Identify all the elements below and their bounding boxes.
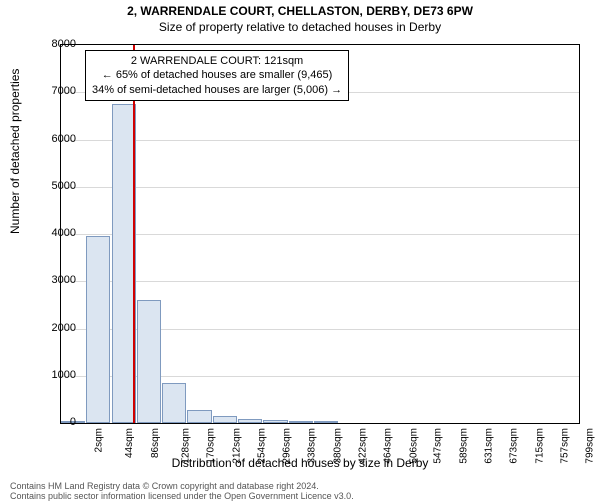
x-tick-label: 757sqm — [559, 428, 570, 464]
histogram-chart — [60, 44, 580, 424]
histogram-bar — [162, 383, 186, 423]
y-tick-label: 2000 — [44, 322, 76, 334]
x-tick-label: 128sqm — [181, 428, 192, 464]
gridline — [61, 187, 579, 188]
info-line-3: 34% of semi-detached houses are larger (… — [92, 83, 342, 97]
footer-line-2: Contains public sector information licen… — [10, 492, 354, 502]
x-tick-label: 212sqm — [231, 428, 242, 464]
x-tick-label: 422sqm — [358, 428, 369, 464]
x-tick-label: 170sqm — [206, 428, 217, 464]
y-tick-label: 8000 — [44, 38, 76, 50]
x-tick-label: 338sqm — [307, 428, 318, 464]
histogram-bar — [314, 421, 338, 423]
marker-line — [133, 45, 135, 423]
y-tick-label: 7000 — [44, 85, 76, 97]
footer-credits: Contains HM Land Registry data © Crown c… — [10, 482, 354, 502]
gridline — [61, 140, 579, 141]
y-axis-label: Number of detached properties — [8, 69, 22, 234]
y-tick-label: 6000 — [44, 133, 76, 145]
info-line-2: ← 65% of detached houses are smaller (9,… — [92, 68, 342, 82]
gridline — [61, 234, 579, 235]
y-tick-label: 4000 — [44, 227, 76, 239]
y-tick-label: 0 — [44, 416, 76, 428]
histogram-bar — [213, 416, 237, 423]
x-tick-label: 547sqm — [433, 428, 444, 464]
page-subtitle: Size of property relative to detached ho… — [0, 20, 600, 34]
histogram-bar — [187, 410, 211, 423]
x-tick-label: 86sqm — [150, 428, 161, 458]
x-tick-label: 589sqm — [458, 428, 469, 464]
histogram-bar — [86, 236, 110, 423]
x-tick-label: 380sqm — [332, 428, 343, 464]
histogram-bar — [263, 420, 287, 423]
x-tick-label: 464sqm — [383, 428, 394, 464]
y-tick-label: 5000 — [44, 180, 76, 192]
histogram-bar — [238, 419, 262, 423]
x-tick-label: 673sqm — [509, 428, 520, 464]
y-tick-label: 3000 — [44, 274, 76, 286]
info-box: 2 WARRENDALE COURT: 121sqm ← 65% of deta… — [85, 50, 349, 101]
x-tick-label: 44sqm — [124, 428, 135, 458]
x-tick-label: 631sqm — [484, 428, 495, 464]
x-tick-label: 296sqm — [282, 428, 293, 464]
histogram-bar — [137, 300, 161, 423]
x-tick-label: 799sqm — [585, 428, 596, 464]
x-tick-label: 2sqm — [94, 428, 105, 452]
info-line-1: 2 WARRENDALE COURT: 121sqm — [92, 54, 342, 68]
x-tick-label: 254sqm — [256, 428, 267, 464]
x-tick-label: 506sqm — [408, 428, 419, 464]
page-title: 2, WARRENDALE COURT, CHELLASTON, DERBY, … — [0, 4, 600, 18]
y-tick-label: 1000 — [44, 369, 76, 381]
histogram-bar — [289, 421, 313, 423]
gridline — [61, 281, 579, 282]
x-tick-label: 715sqm — [534, 428, 545, 464]
